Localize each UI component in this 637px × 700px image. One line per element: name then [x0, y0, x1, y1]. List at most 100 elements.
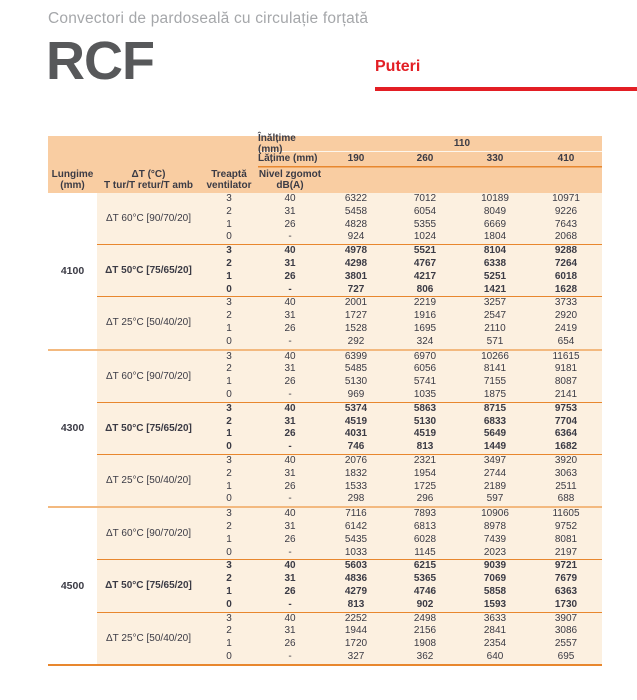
power-410-cell: 7264 — [554, 257, 578, 269]
power-410-cell: 3063 — [554, 467, 578, 479]
length-group-4500: 4500 ΔT 60°C [90/70/20] 3 40 7116 7893 10906 11… — [48, 508, 602, 666]
page-subtitle: Convectori de pardoseală cu circulație f… — [48, 10, 369, 27]
power-330-cell: 8104 — [483, 245, 507, 257]
power-330-cell: 2023 — [483, 546, 507, 558]
tab-puteri[interactable]: Puteri — [375, 58, 421, 75]
power-260-cell: 324 — [416, 335, 434, 347]
power-330-cell: 6338 — [483, 257, 507, 269]
power-330-cell: 1421 — [483, 283, 507, 295]
power-410-cell: 9288 — [554, 245, 578, 257]
power-190-cell: 6399 — [344, 350, 368, 362]
fan-stage-cell: 0 — [226, 283, 232, 295]
power-410-cell: 8087 — [554, 376, 578, 388]
noise-level-cell: 31 — [284, 573, 296, 585]
width-col-190: 190 — [322, 151, 390, 166]
fan-stage-cell: 1 — [226, 376, 232, 388]
power-260-cell: 362 — [416, 650, 434, 662]
power-260-cell: 4519 — [413, 428, 437, 440]
power-410-cell: 654 — [557, 335, 575, 347]
power-190-cell: 298 — [347, 493, 365, 505]
power-260-cell: 4767 — [413, 257, 437, 269]
power-260-cell: 5863 — [413, 402, 437, 414]
power-330-cell: 2110 — [484, 322, 506, 334]
fan-stage-cell: 3 — [226, 350, 232, 362]
power-410-cell: 1628 — [554, 283, 578, 295]
fan-stage-cell: 0 — [226, 598, 232, 610]
fan-stage-cell: 1 — [226, 218, 232, 230]
width-col-330: 330 — [460, 151, 530, 166]
power-330-cell: 571 — [486, 335, 504, 347]
power-410-cell: 8081 — [554, 533, 578, 545]
noise-level-cell: 26 — [284, 428, 296, 440]
power-330-cell: 2354 — [483, 638, 507, 650]
power-330-cell: 7069 — [483, 573, 507, 585]
noise-level-cell: 31 — [284, 415, 296, 427]
power-410-cell: 6364 — [554, 428, 578, 440]
power-190-cell: 292 — [347, 335, 365, 347]
fan-stage-cell: 3 — [226, 402, 232, 414]
fan-stage-cell: 2 — [226, 363, 232, 375]
fan-stage-cell: 0 — [226, 231, 232, 243]
power-410-cell: 1682 — [554, 441, 578, 453]
dt-block: ΔT 25°C [50/40/20] 3 40 2252 2498 3633 3907 2 31… — [97, 613, 602, 664]
width-col-410: 410 — [530, 151, 602, 166]
noise-level-cell: 40 — [284, 560, 296, 572]
power-410-cell: 2419 — [554, 322, 578, 334]
power-260-cell: 902 — [416, 598, 434, 610]
dt-block: ΔT 25°C [50/40/20] 3 40 2076 2321 3497 3920 2 31… — [97, 455, 602, 506]
col-header-fan-stage: Treaptă ventilator — [206, 168, 252, 191]
power-330-cell: 597 — [486, 493, 504, 505]
power-260-cell: 1145 — [414, 546, 436, 558]
power-410-cell: 9181 — [554, 363, 578, 375]
fan-stage-cell: 0 — [226, 335, 232, 347]
power-190-cell: 1944 — [344, 625, 368, 637]
power-330-cell: 1449 — [483, 441, 507, 453]
power-260-cell: 1916 — [413, 310, 437, 322]
data-rows: 3 40 5374 5863 8715 9753 2 31 4519 5130 6833 7704 1 2… — [200, 403, 602, 454]
fan-stage-cell: 2 — [226, 205, 232, 217]
power-260-cell: 5741 — [413, 376, 437, 388]
data-rows: 3 40 7116 7893 10906 11605 2 31 6142 6813 8978 9752… — [200, 508, 602, 559]
fan-stage-cell: 2 — [226, 257, 232, 269]
power-190-cell: 2076 — [344, 454, 368, 466]
noise-level-cell: 40 — [284, 245, 296, 257]
fan-stage-cell: 0 — [226, 441, 232, 453]
noise-level-cell: 40 — [284, 350, 296, 362]
noise-level-cell: - — [288, 231, 292, 243]
power-190-cell: 1720 — [344, 638, 368, 650]
power-330-cell: 3633 — [483, 612, 507, 624]
fan-stage-cell: 1 — [226, 270, 232, 282]
power-190-cell: 4828 — [344, 218, 368, 230]
length-cell: 4300 — [48, 350, 97, 507]
noise-level-cell: - — [288, 650, 292, 662]
dt-block: ΔT 50°C [75/65/20] 3 40 5374 5863 8715 9753 2 31… — [97, 403, 602, 455]
fan-stage-cell: 0 — [226, 546, 232, 558]
power-190-cell: 1533 — [344, 480, 368, 492]
power-410-cell: 7679 — [554, 573, 578, 585]
dt-label: ΔT 60°C [90/70/20] — [106, 528, 191, 540]
length-group-4100: 4100 ΔT 60°C [90/70/20] 3 40 6322 7012 10189 10… — [48, 193, 602, 351]
power-410-cell: 695 — [557, 650, 575, 662]
power-table: Înălțime (mm) 110 Lățime (mm) 190 260 33… — [48, 133, 602, 666]
fan-stage-cell: 3 — [226, 560, 232, 572]
power-260-cell: 7012 — [413, 193, 437, 204]
noise-level-cell: - — [288, 283, 292, 295]
fan-stage-cell: 3 — [226, 508, 232, 520]
power-260-cell: 296 — [416, 493, 434, 505]
power-190-cell: 4031 — [344, 428, 368, 440]
dt-blocks: ΔT 60°C [90/70/20] 3 40 7116 7893 10906 11605 2… — [97, 508, 602, 664]
power-410-cell: 7704 — [554, 415, 578, 427]
power-260-cell: 1035 — [413, 388, 437, 400]
power-330-cell: 10906 — [481, 508, 509, 520]
noise-level-cell: 31 — [284, 363, 296, 375]
power-330-cell: 1593 — [483, 598, 507, 610]
noise-level-cell: 26 — [284, 322, 296, 334]
fan-stage-cell: 0 — [226, 388, 232, 400]
power-260-cell: 1024 — [413, 231, 437, 243]
dt-label: ΔT 25°C [50/40/20] — [106, 317, 191, 329]
power-190-cell: 2252 — [344, 612, 368, 624]
power-330-cell: 8978 — [483, 520, 507, 532]
power-410-cell: 2920 — [554, 310, 578, 322]
noise-level-cell: 26 — [284, 218, 296, 230]
power-330-cell: 9039 — [483, 560, 507, 572]
